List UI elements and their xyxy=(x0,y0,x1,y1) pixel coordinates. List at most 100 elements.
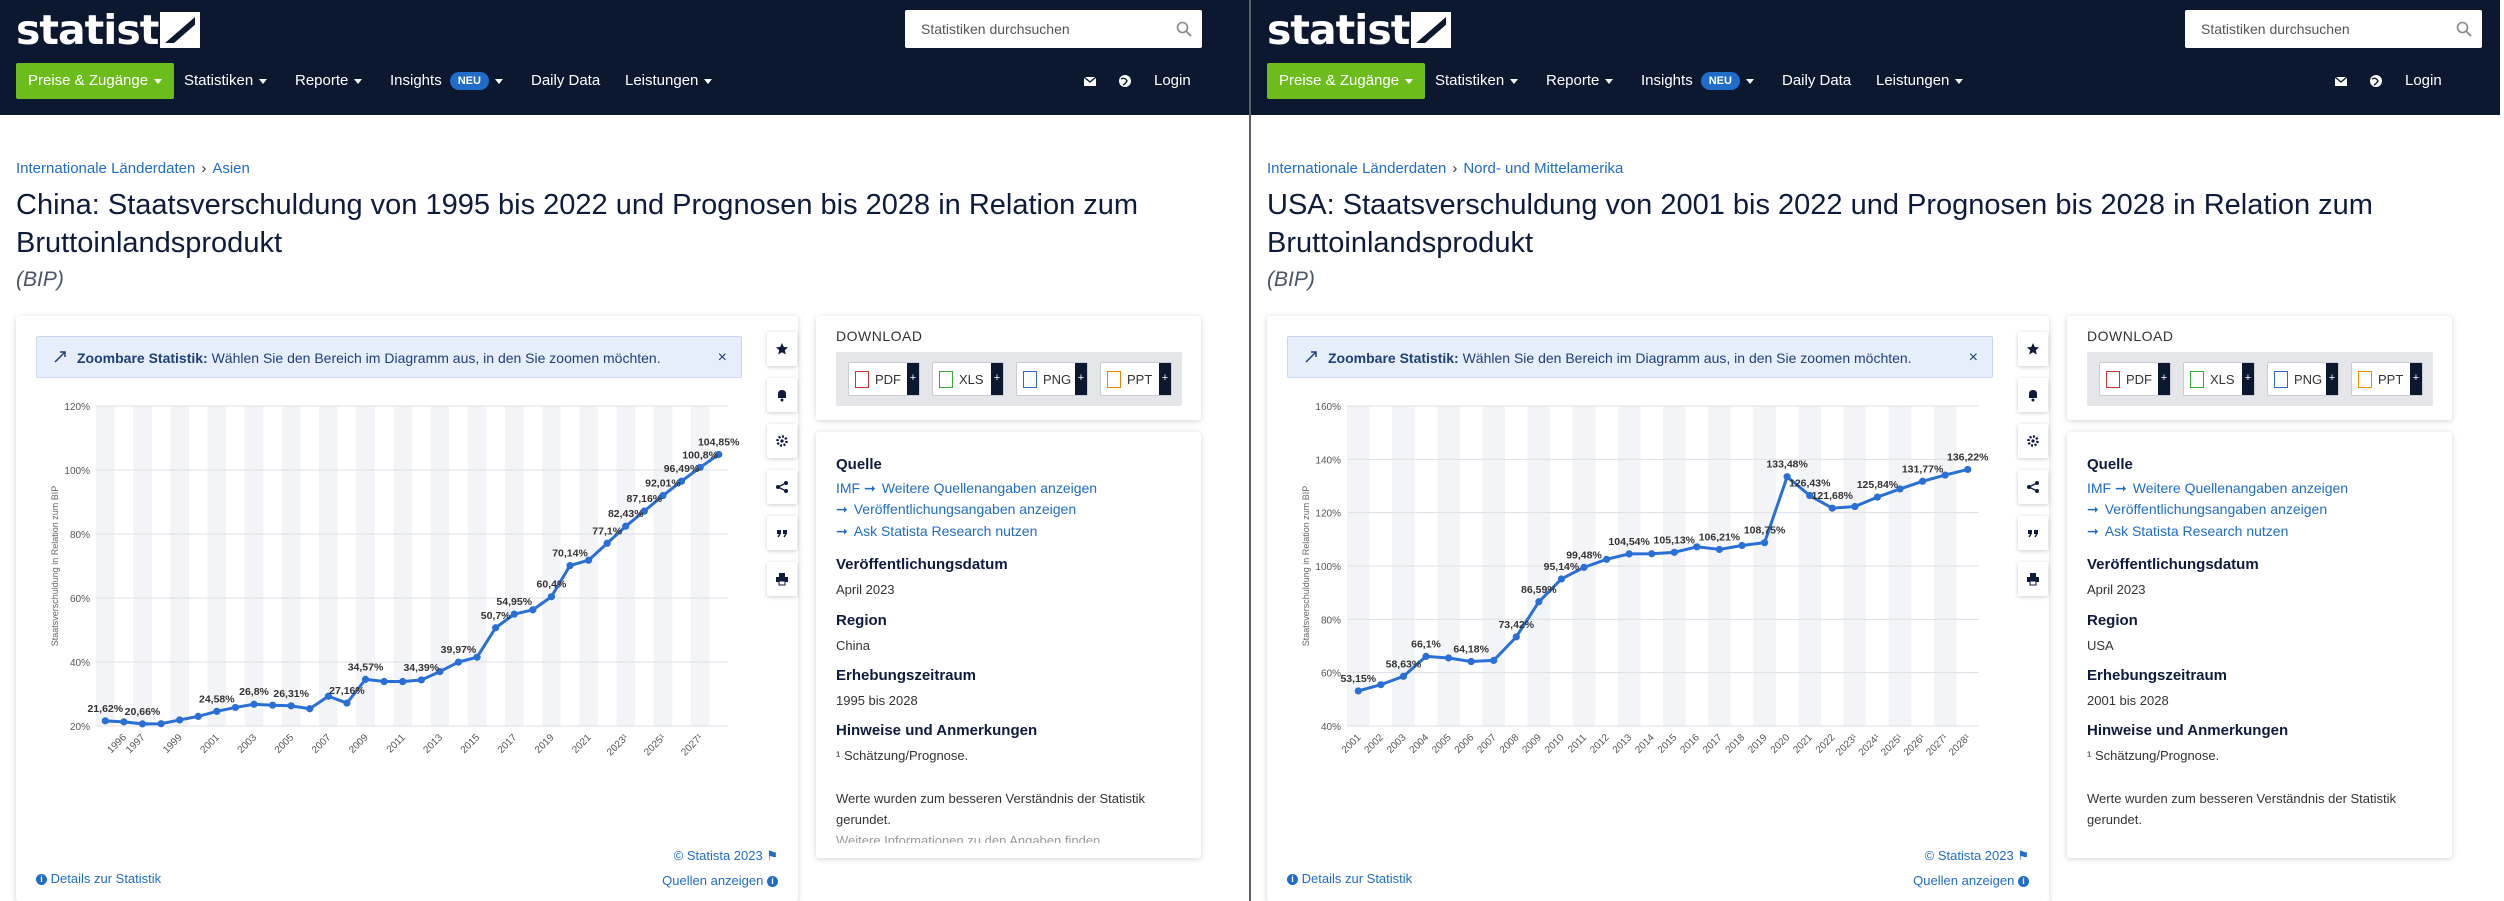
print-button[interactable] xyxy=(767,562,797,596)
x-tick-label: 2010 xyxy=(1543,732,1567,756)
download-pdf-button[interactable]: PDF + xyxy=(2099,362,2171,396)
nav-statistics[interactable]: Statistiken xyxy=(1435,63,1519,99)
nav-pricing-label: Preise & Zugänge xyxy=(1279,72,1400,89)
breadcrumb-link[interactable]: Asien xyxy=(212,160,250,177)
chart-column-band xyxy=(653,406,673,726)
ask-research-link[interactable]: ➞ Ask Statista Research nutzen xyxy=(836,523,1037,540)
breadcrumb-link[interactable]: Nord- und Mittelamerika xyxy=(1463,160,1624,177)
nav-daily-data[interactable]: Daily Data xyxy=(531,63,600,99)
search-input[interactable] xyxy=(905,10,1165,48)
data-label: 24,58% xyxy=(199,693,235,705)
nav-insights[interactable]: Insights NEU xyxy=(390,63,503,99)
line-chart-usa[interactable]: 40% 60% 80% 100% 120% 140% 160% Staatsverschuld… xyxy=(1267,386,2007,846)
settings-button[interactable] xyxy=(767,424,797,458)
x-tick-label: 2020 xyxy=(1769,732,1793,756)
notes-faded-text: Weitere Informationen zu den Angaben fin… xyxy=(836,833,1101,843)
nav-pricing[interactable]: Preise & Zugänge xyxy=(16,63,175,99)
download-ppt-button[interactable]: PPT + xyxy=(2351,362,2423,396)
close-icon[interactable]: × xyxy=(1968,349,1978,366)
download-png-button[interactable]: PNG + xyxy=(1016,362,1088,396)
nav-reports[interactable]: Reporte xyxy=(1546,63,1614,99)
statista-logo[interactable]: statista xyxy=(16,6,186,54)
data-label: 58,63% xyxy=(1386,658,1422,670)
plus-icon: + xyxy=(2242,363,2254,395)
data-label: 95,14% xyxy=(1544,561,1580,573)
data-point xyxy=(1828,504,1836,512)
mail-icon[interactable] xyxy=(1082,73,1098,89)
share-button[interactable] xyxy=(2018,470,2048,504)
nav-pricing[interactable]: Preise & Zugänge xyxy=(1267,63,1426,99)
nav-services[interactable]: Leistungen xyxy=(625,63,713,99)
statista-logo[interactable]: statista xyxy=(1267,6,1437,54)
download-ppt-label: PPT xyxy=(1127,372,1153,387)
flag-icon: ⚑ xyxy=(766,848,778,863)
sources-link[interactable]: Quellen anzeigen i xyxy=(1913,873,2029,888)
plus-icon: + xyxy=(2326,363,2338,395)
data-label: 64,18% xyxy=(1453,644,1489,656)
download-xls-button[interactable]: XLS + xyxy=(2183,362,2255,396)
nav-insights[interactable]: Insights NEU xyxy=(1641,63,1754,99)
data-point xyxy=(1896,485,1904,493)
publication-info-link[interactable]: ➞ Veröffentlichungsangaben anzeigen xyxy=(2087,501,2327,518)
breadcrumb-link[interactable]: Internationale Länderdaten xyxy=(16,160,196,177)
details-link[interactable]: i Details zur Statistik xyxy=(36,871,161,886)
nav-services[interactable]: Leistungen xyxy=(1876,63,1964,99)
breadcrumb-link[interactable]: Internationale Länderdaten xyxy=(1267,160,1447,177)
more-sources-link[interactable]: IMF ➞ Weitere Quellenangaben anzeigen xyxy=(836,480,1097,497)
download-xls-button[interactable]: XLS + xyxy=(932,362,1004,396)
download-pdf-button[interactable]: PDF + xyxy=(848,362,920,396)
login-link[interactable]: Login xyxy=(1154,63,1191,99)
mail-icon[interactable] xyxy=(2333,73,2349,89)
nav-services-label: Leistungen xyxy=(1876,72,1950,89)
download-ppt-button[interactable]: PPT + xyxy=(1100,362,1172,396)
notes-text: Werte wurden zum besseren Verständnis de… xyxy=(836,791,1146,827)
data-label: 131,77% xyxy=(1902,463,1944,475)
data-label: 100,8% xyxy=(682,449,718,461)
copyright[interactable]: © Statista 2023 ⚑ xyxy=(1925,848,2029,864)
data-point xyxy=(454,658,463,666)
settings-button[interactable] xyxy=(2018,424,2048,458)
cite-button[interactable] xyxy=(767,516,797,550)
login-link[interactable]: Login xyxy=(2405,63,2442,99)
data-point xyxy=(1444,654,1453,662)
x-tick-label: 2006 xyxy=(1453,732,1477,756)
globe-icon[interactable] xyxy=(2368,73,2384,89)
period-value: 2001 bis 2028 xyxy=(2087,693,2169,708)
close-icon[interactable]: × xyxy=(717,349,727,366)
sources-link[interactable]: Quellen anzeigen i xyxy=(662,873,778,888)
line-chart-china[interactable]: 20% 40% 60% 80% 100% 120% Staatsverschuldung i… xyxy=(16,386,756,846)
search-input[interactable] xyxy=(2185,10,2445,48)
x-tick-label: 1996 xyxy=(105,732,129,756)
cite-button[interactable] xyxy=(2018,516,2048,550)
share-button[interactable] xyxy=(767,470,797,504)
search-icon[interactable] xyxy=(1176,21,1192,37)
ask-research-link[interactable]: ➞ Ask Statista Research nutzen xyxy=(2087,523,2288,540)
statista-logo-mark-icon[interactable] xyxy=(1411,12,1451,48)
data-label: 126,43% xyxy=(1789,478,1831,490)
y-tick-label: 40% xyxy=(1321,722,1341,733)
download-ppt-label: PPT xyxy=(2378,372,2404,387)
notification-button[interactable] xyxy=(767,378,797,412)
data-point xyxy=(622,522,630,530)
x-tick-label: 2028¹ xyxy=(1947,732,1973,758)
globe-icon[interactable] xyxy=(1117,73,1133,89)
copyright[interactable]: © Statista 2023 ⚑ xyxy=(674,848,778,864)
statista-logo-mark-icon[interactable] xyxy=(160,12,200,48)
favorite-button[interactable] xyxy=(767,332,797,366)
print-button[interactable] xyxy=(2018,562,2048,596)
details-link[interactable]: i Details zur Statistik xyxy=(1287,871,1412,886)
notification-button[interactable] xyxy=(2018,378,2048,412)
data-point xyxy=(324,692,332,700)
publication-info-link[interactable]: ➞ Veröffentlichungsangaben anzeigen xyxy=(836,501,1076,518)
chevron-down-icon xyxy=(354,78,363,84)
more-sources-link[interactable]: IMF ➞ Weitere Quellenangaben anzeigen xyxy=(2087,480,2348,497)
nav-reports[interactable]: Reporte xyxy=(295,63,363,99)
plus-icon: + xyxy=(2410,363,2422,395)
favorite-button[interactable] xyxy=(2018,332,2048,366)
data-label: 106,21% xyxy=(1699,531,1741,543)
search-icon[interactable] xyxy=(2456,21,2472,37)
download-png-button[interactable]: PNG + xyxy=(2267,362,2339,396)
info-icon: i xyxy=(767,876,778,888)
nav-statistics[interactable]: Statistiken xyxy=(184,63,268,99)
nav-daily-data[interactable]: Daily Data xyxy=(1782,63,1851,99)
